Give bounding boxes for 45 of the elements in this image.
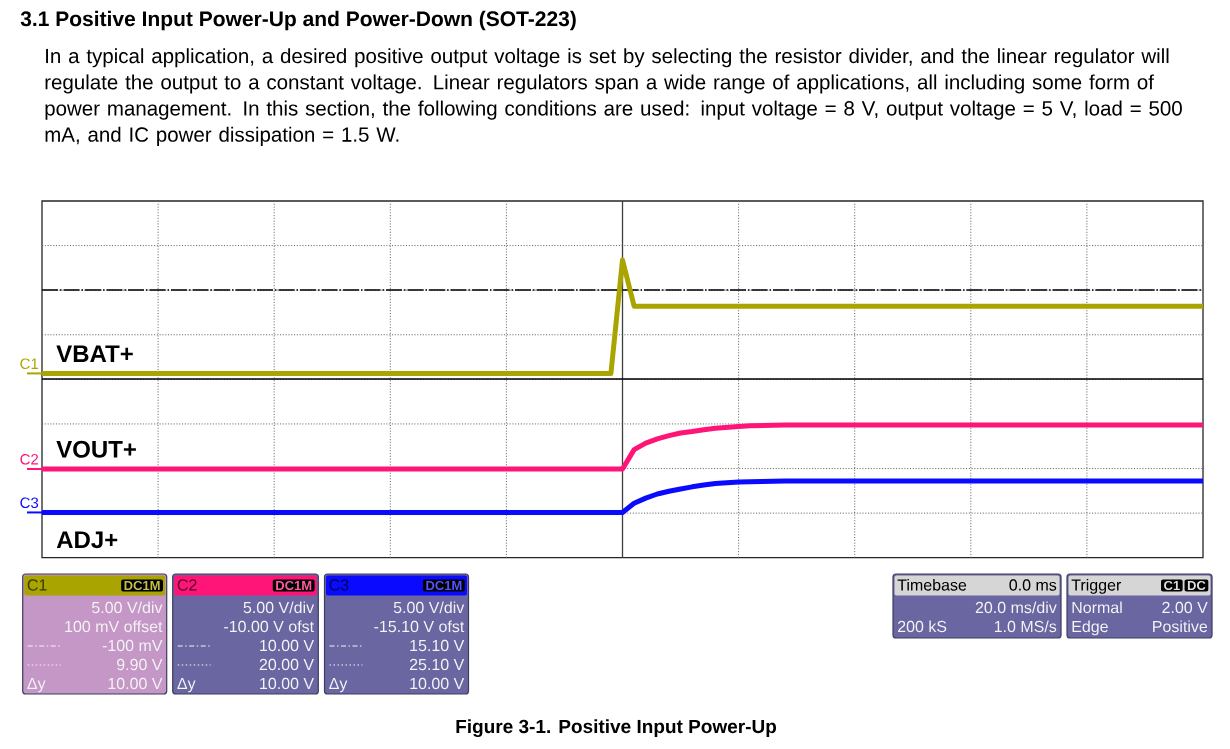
text: 20.00 V — [259, 658, 315, 671]
text: 1.0 MS/s — [994, 620, 1057, 633]
text: 10.00 V — [260, 677, 315, 690]
text: 5.00 V/div — [91, 601, 163, 614]
series-label: VOUT+ — [56, 440, 136, 458]
text: -15.10 V ofst — [374, 620, 465, 633]
text: Δy — [329, 677, 348, 693]
chart-title: 3.1 Positive Input Power-Up and Power-Down (SOT-223) — [20, 10, 576, 31]
text: 10.00 V — [410, 677, 465, 690]
text: Timebase — [897, 578, 967, 591]
text: C1 — [20, 358, 39, 370]
text: Δy — [177, 677, 196, 693]
series-label: VBAT+ — [56, 345, 133, 362]
text: 10.00 V — [108, 677, 163, 690]
text: 20.0 ms/div — [975, 601, 1057, 614]
text: Δy — [27, 677, 46, 693]
text: DC1M — [124, 580, 160, 591]
text: C2 — [177, 579, 197, 591]
text: 100 mV offset — [65, 620, 163, 633]
text: DC — [1187, 580, 1206, 591]
text: 25.10 V — [409, 658, 465, 671]
text: 0.0 ms — [1009, 579, 1057, 591]
chart-subtitle: In a typical application, a desired positive output voltage is set by selecting the resistor divider, and the linear regulator will regulate the output to a constant voltage. Linear regulators span a wide range of applications, all including some form of power management. In this section, the following conditions are used: input voltage = 8 V, output voltage = 5 V, load = 500 mA, and IC power dissipation = 1.5 W. — [45, 48, 1182, 146]
text: C3 — [20, 497, 39, 509]
text: C1 — [27, 579, 47, 591]
text: C1 — [1164, 580, 1180, 591]
text: 5.00 V/div — [243, 601, 315, 614]
text: C2 — [20, 454, 39, 465]
text: DC1M — [426, 580, 462, 591]
text: -10.00 V ofst — [224, 620, 314, 633]
text: Normal — [1072, 601, 1122, 614]
text: 200 kS — [898, 620, 947, 633]
text: Trigger — [1071, 578, 1122, 594]
text: 15.10 V — [410, 639, 465, 652]
text: 2.00 V — [1162, 601, 1208, 614]
caption: Figure 3-1. Positive Input Power-Up — [456, 719, 777, 738]
legend-label: ADJ+ — [56, 531, 118, 549]
text: 9.90 V — [117, 658, 163, 671]
text: 10.00 V — [260, 639, 315, 652]
text: DC1M — [276, 580, 312, 591]
text: Edge — [1072, 620, 1108, 636]
text: 5.00 V/div — [393, 601, 465, 614]
text: -100 mV — [102, 639, 163, 652]
text: C3 — [329, 579, 349, 591]
text: Positive — [1153, 620, 1208, 633]
